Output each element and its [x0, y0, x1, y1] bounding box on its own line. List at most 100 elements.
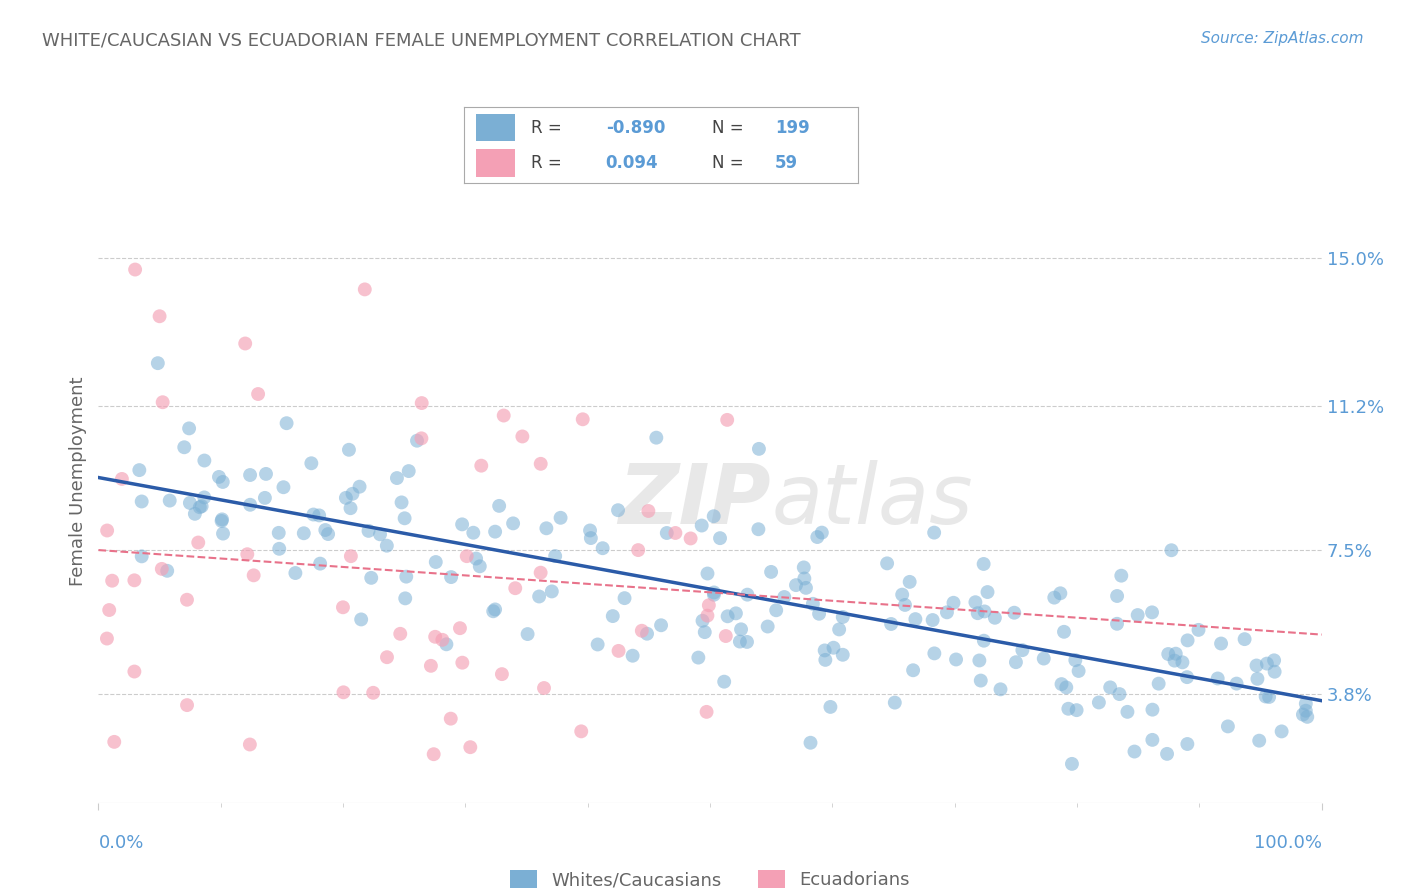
Point — [460, 740, 482, 755]
Point — [602, 609, 624, 624]
Point — [375, 650, 398, 665]
Point — [1246, 658, 1268, 673]
Point — [449, 621, 471, 635]
Point — [820, 700, 842, 714]
Point — [159, 493, 181, 508]
Point — [211, 475, 233, 489]
Point — [419, 658, 441, 673]
Point — [1060, 756, 1083, 771]
Point — [239, 738, 262, 752]
Point — [425, 630, 447, 644]
Text: Source: ZipAtlas.com: Source: ZipAtlas.com — [1201, 31, 1364, 46]
Point — [1175, 737, 1198, 751]
Point — [586, 637, 609, 651]
Point — [1175, 670, 1198, 684]
Point — [759, 565, 782, 579]
Text: -0.890: -0.890 — [606, 119, 665, 136]
Point — [1067, 664, 1090, 678]
Point — [637, 504, 659, 518]
Point — [211, 512, 233, 526]
Point — [540, 584, 562, 599]
Point — [208, 470, 231, 484]
Point — [1226, 676, 1249, 690]
Point — [1116, 705, 1139, 719]
Point — [713, 674, 735, 689]
Point — [801, 597, 824, 611]
Point — [530, 566, 553, 580]
Point — [273, 480, 295, 494]
Point — [799, 736, 821, 750]
Point — [969, 653, 991, 667]
Point — [703, 585, 725, 599]
Point — [337, 442, 360, 457]
Point — [239, 468, 262, 483]
Point — [730, 623, 752, 637]
Point — [607, 503, 630, 517]
Point — [794, 581, 817, 595]
Point — [236, 547, 259, 561]
Point — [1111, 568, 1133, 582]
Point — [440, 570, 463, 584]
Point — [664, 525, 686, 540]
Text: R =: R = — [531, 154, 561, 172]
Point — [432, 632, 454, 647]
Point — [316, 527, 339, 541]
Text: ZIP: ZIP — [619, 460, 772, 541]
Point — [693, 625, 716, 640]
Point — [176, 592, 198, 607]
Point — [1254, 690, 1277, 704]
Point — [211, 514, 233, 528]
Point — [269, 541, 291, 556]
Point — [627, 543, 650, 558]
Point — [451, 517, 474, 532]
Point — [1157, 647, 1180, 661]
Point — [1164, 647, 1187, 661]
Point — [724, 607, 747, 621]
Point — [335, 491, 357, 505]
Point — [530, 457, 553, 471]
Point — [340, 549, 363, 564]
Text: atlas: atlas — [772, 460, 973, 541]
Point — [1005, 655, 1028, 669]
Point — [339, 501, 361, 516]
Point — [527, 590, 550, 604]
Point — [1142, 732, 1164, 747]
Point — [1177, 633, 1199, 648]
Point — [921, 613, 943, 627]
Point — [806, 530, 828, 544]
Point — [1054, 681, 1077, 695]
Point — [124, 665, 146, 679]
Point — [468, 559, 491, 574]
Point — [1263, 653, 1285, 667]
Point — [533, 681, 555, 695]
Point — [976, 585, 998, 599]
Point — [398, 464, 420, 478]
Point — [1292, 707, 1315, 722]
Point — [756, 619, 779, 633]
Point — [1105, 616, 1128, 631]
Point — [692, 614, 714, 628]
Point — [101, 574, 124, 588]
Text: N =: N = — [711, 154, 744, 172]
Point — [814, 643, 837, 657]
Point — [332, 600, 354, 615]
Point — [679, 532, 702, 546]
Point — [748, 442, 770, 456]
Point — [193, 491, 215, 505]
Point — [579, 531, 602, 545]
Point — [156, 564, 179, 578]
Point — [894, 598, 917, 612]
Point — [314, 523, 336, 537]
Point — [353, 282, 375, 296]
Point — [149, 310, 172, 324]
Point — [173, 440, 195, 454]
Point — [395, 569, 418, 583]
Text: R =: R = — [531, 119, 561, 136]
Point — [146, 356, 169, 370]
Point — [463, 525, 485, 540]
Point — [1296, 710, 1319, 724]
Point — [703, 588, 725, 602]
Point — [484, 524, 506, 539]
Point — [1064, 653, 1087, 667]
Legend: Whites/Caucasians, Ecuadorians: Whites/Caucasians, Ecuadorians — [503, 863, 917, 892]
